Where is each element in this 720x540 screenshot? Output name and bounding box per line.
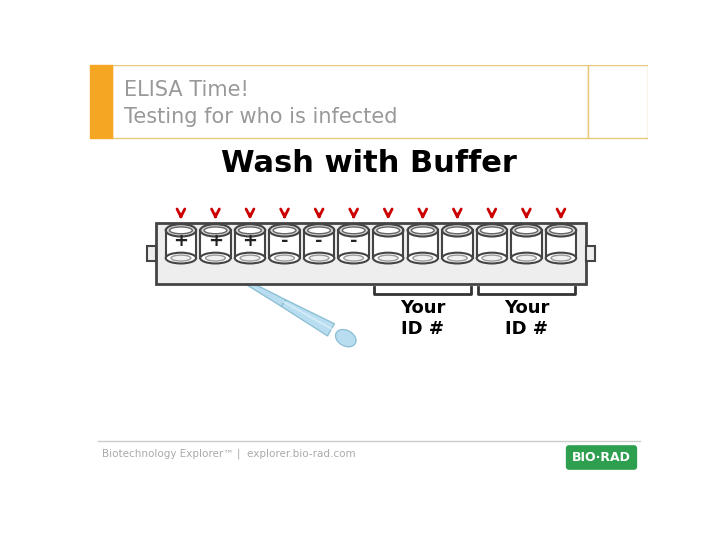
Bar [156,222,586,284]
Text: BIO·RAD: BIO·RAD [572,451,631,464]
Ellipse shape [546,224,576,237]
Text: Testing for who is infected: Testing for who is infected [124,107,397,127]
Ellipse shape [336,329,356,347]
Ellipse shape [511,224,541,237]
Ellipse shape [408,253,438,264]
Ellipse shape [411,227,434,234]
Ellipse shape [171,255,191,261]
Polygon shape [282,300,334,336]
Ellipse shape [307,227,330,234]
Text: -: - [281,232,288,251]
Ellipse shape [343,255,364,261]
Ellipse shape [480,227,503,234]
Bar [147,246,156,261]
Ellipse shape [269,224,300,237]
Bar [408,231,438,258]
Ellipse shape [338,253,369,264]
Ellipse shape [442,224,472,237]
Ellipse shape [546,253,576,264]
Ellipse shape [235,224,265,237]
Ellipse shape [477,224,507,237]
Ellipse shape [200,253,230,264]
Bar [90,65,112,138]
Text: +: + [243,232,258,251]
Ellipse shape [309,255,329,261]
Ellipse shape [447,255,467,261]
Bar [166,231,196,258]
Bar [338,231,369,258]
Polygon shape [229,272,285,306]
Ellipse shape [269,253,300,264]
Bar [511,231,541,258]
Text: -: - [350,232,357,251]
Bar [442,231,472,258]
Ellipse shape [477,253,507,264]
Bar [235,231,265,258]
Text: -: - [315,232,323,251]
Ellipse shape [273,227,296,234]
Ellipse shape [238,227,261,234]
Ellipse shape [169,227,192,234]
Ellipse shape [511,253,541,264]
Bar [112,65,588,138]
Ellipse shape [240,255,260,261]
Ellipse shape [413,255,433,261]
Bar [546,231,576,258]
Ellipse shape [304,253,334,264]
Ellipse shape [549,227,572,234]
Ellipse shape [304,224,334,237]
Ellipse shape [166,253,196,264]
Ellipse shape [204,227,227,234]
Bar [373,231,403,258]
Ellipse shape [274,255,294,261]
Ellipse shape [373,224,403,237]
Ellipse shape [516,255,536,261]
Ellipse shape [482,255,502,261]
Ellipse shape [235,253,265,264]
Text: +: + [174,232,189,251]
Bar [304,231,334,258]
Ellipse shape [442,253,472,264]
Bar [477,231,507,258]
Ellipse shape [200,224,230,237]
Text: Your
ID #: Your ID # [504,299,549,338]
Ellipse shape [551,255,571,261]
Text: Wash with Buffer: Wash with Buffer [221,150,517,179]
Bar [588,65,648,138]
Ellipse shape [373,253,403,264]
Ellipse shape [342,227,365,234]
FancyBboxPatch shape [566,445,637,470]
Text: Biotechnology Explorer™ |  explorer.bio-rad.com: Biotechnology Explorer™ | explorer.bio-r… [102,448,355,459]
Bar [269,231,300,258]
Ellipse shape [166,224,196,237]
Text: ELISA Time!: ELISA Time! [124,80,249,100]
Ellipse shape [408,224,438,237]
Text: Your
ID #: Your ID # [400,299,446,338]
Ellipse shape [338,224,369,237]
Ellipse shape [515,227,538,234]
Bar [200,231,230,258]
Text: +: + [208,232,223,251]
Bar [586,246,595,261]
Ellipse shape [377,227,400,234]
Ellipse shape [378,255,398,261]
Ellipse shape [206,255,225,261]
Ellipse shape [446,227,469,234]
